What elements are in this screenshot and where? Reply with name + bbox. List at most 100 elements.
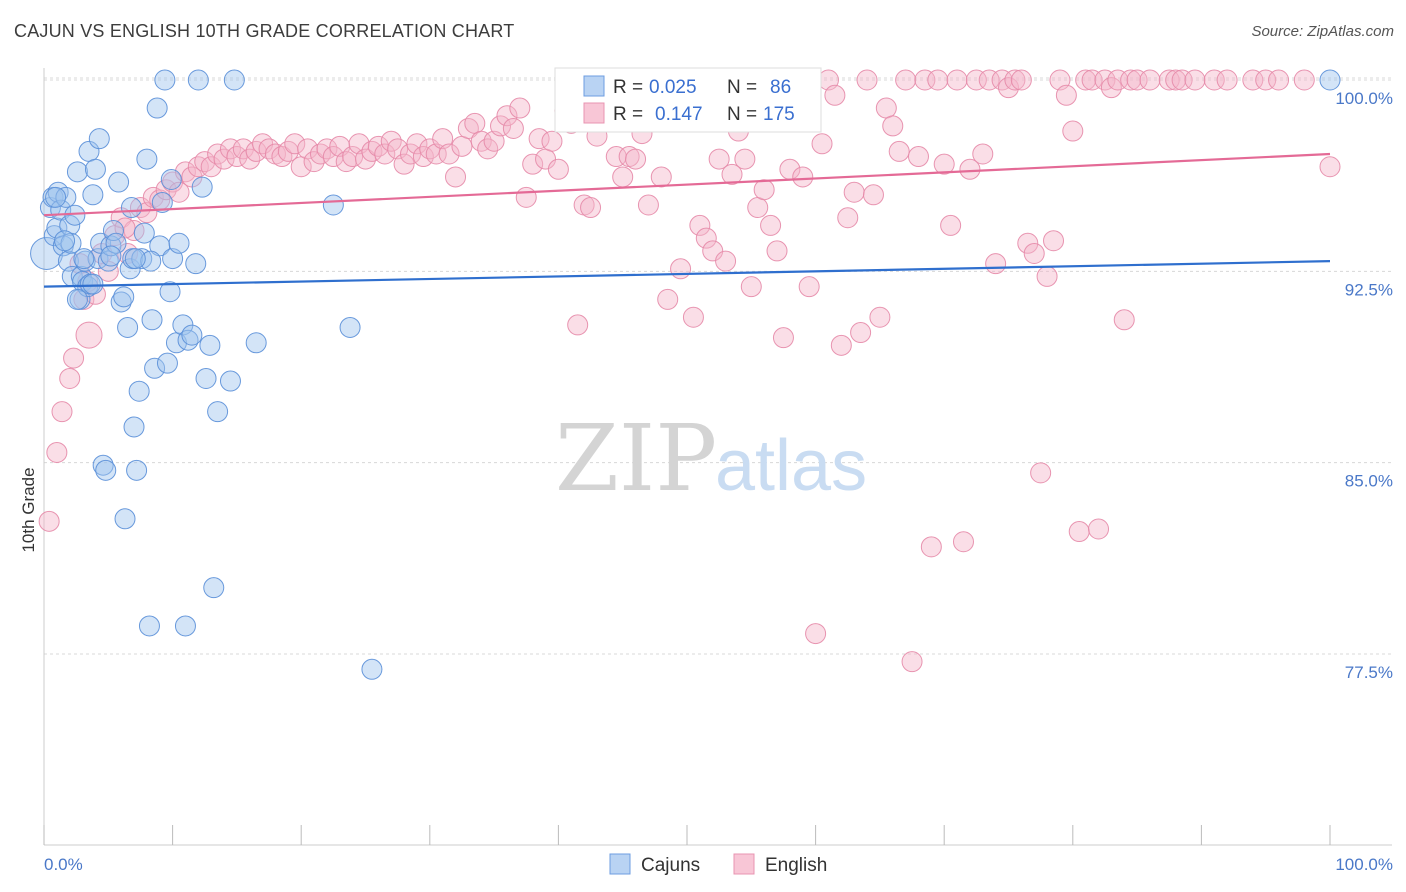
english-point	[721, 163, 743, 185]
cajuns-point	[123, 416, 145, 438]
english-point	[374, 143, 396, 165]
cajuns-r-label: R =	[613, 77, 643, 98]
english-point	[1023, 242, 1045, 264]
cajuns-point	[151, 191, 173, 213]
english-point	[869, 306, 891, 328]
bottom-legend-cajuns-label: Cajuns	[641, 855, 700, 876]
english-trend-line	[43, 152, 1331, 217]
english-point	[1062, 120, 1084, 142]
english-point	[772, 327, 794, 349]
cajuns-point	[95, 459, 117, 481]
cajuns-point	[102, 220, 124, 242]
english-point	[75, 321, 103, 349]
cajuns-point	[339, 316, 361, 338]
cajuns-point	[88, 128, 110, 150]
english-point	[914, 69, 936, 91]
english-point	[792, 166, 814, 188]
cajuns-point	[322, 194, 344, 216]
english-point	[567, 314, 589, 336]
english-point	[856, 69, 878, 91]
english-point	[888, 140, 910, 162]
english-point	[232, 138, 254, 160]
english-point	[400, 143, 422, 165]
cajuns-point	[168, 232, 190, 254]
english-point	[515, 186, 537, 208]
english-point	[1120, 69, 1142, 91]
cajuns-point	[117, 316, 139, 338]
cajuns-point	[133, 222, 155, 244]
cajuns-point	[114, 508, 136, 530]
english-point	[1242, 69, 1264, 91]
english-point	[1268, 69, 1290, 91]
english-point	[837, 207, 859, 229]
cajuns-point	[64, 204, 86, 226]
cajuns-point	[187, 69, 209, 91]
english-point	[1055, 84, 1077, 106]
english-point	[1139, 69, 1161, 91]
cajuns-point	[203, 577, 225, 599]
cajuns-point	[82, 273, 104, 295]
english-n-label: N =	[727, 104, 757, 125]
english-point	[1293, 69, 1315, 91]
cajuns-point	[45, 186, 67, 208]
english-point	[965, 69, 987, 91]
english-point	[438, 143, 460, 165]
cajuns-point	[195, 367, 217, 389]
english-point	[1030, 462, 1052, 484]
cajuns-point	[90, 232, 112, 254]
english-point	[502, 117, 524, 139]
english-r-value: 0.147	[655, 104, 703, 125]
english-point	[862, 184, 884, 206]
english-point	[1171, 69, 1193, 91]
english-point	[1036, 265, 1058, 287]
cajuns-point	[131, 248, 153, 270]
cajuns-point	[120, 197, 142, 219]
english-point	[824, 84, 846, 106]
cajuns-point	[136, 148, 158, 170]
english-point	[297, 138, 319, 160]
cajuns-point	[144, 357, 166, 379]
english-point	[637, 194, 659, 216]
english-point	[689, 214, 711, 236]
cajuns-point	[128, 380, 150, 402]
english-point	[46, 441, 68, 463]
cajuns-point	[154, 69, 176, 91]
cajuns-point	[105, 232, 127, 254]
english-point	[766, 240, 788, 262]
english-point	[650, 166, 672, 188]
axes	[43, 68, 1392, 846]
cajuns-point	[207, 401, 229, 423]
x-tick-label: 100.0%	[1335, 855, 1393, 874]
english-point	[940, 214, 962, 236]
english-point	[1004, 69, 1026, 91]
cajuns-points	[30, 69, 1341, 680]
english-point	[1068, 521, 1090, 543]
english-point	[541, 130, 563, 152]
english-point	[811, 133, 833, 155]
bottom-legend-english-label: English	[765, 855, 827, 876]
cajuns-point	[191, 176, 213, 198]
cajuns-point	[84, 158, 106, 180]
cajuns-point	[54, 230, 76, 252]
english-point	[927, 69, 949, 91]
english-point	[1184, 69, 1206, 91]
english-point	[1158, 69, 1180, 91]
english-point	[123, 220, 145, 242]
english-point	[952, 531, 974, 553]
english-point	[901, 651, 923, 673]
cajuns-point	[73, 248, 95, 270]
cajuns-point	[223, 69, 245, 91]
y-tick-label: 77.5%	[1345, 663, 1393, 682]
trend-lines	[43, 152, 1331, 288]
english-point	[63, 347, 85, 369]
english-point	[1088, 518, 1110, 540]
cajuns-point	[124, 248, 146, 270]
english-point	[38, 510, 60, 532]
cajuns-point	[66, 161, 88, 183]
cajuns-point	[156, 352, 178, 374]
english-point	[946, 69, 968, 91]
cajuns-point	[66, 288, 88, 310]
cajuns-point	[138, 615, 160, 637]
cajuns-point	[245, 332, 267, 354]
